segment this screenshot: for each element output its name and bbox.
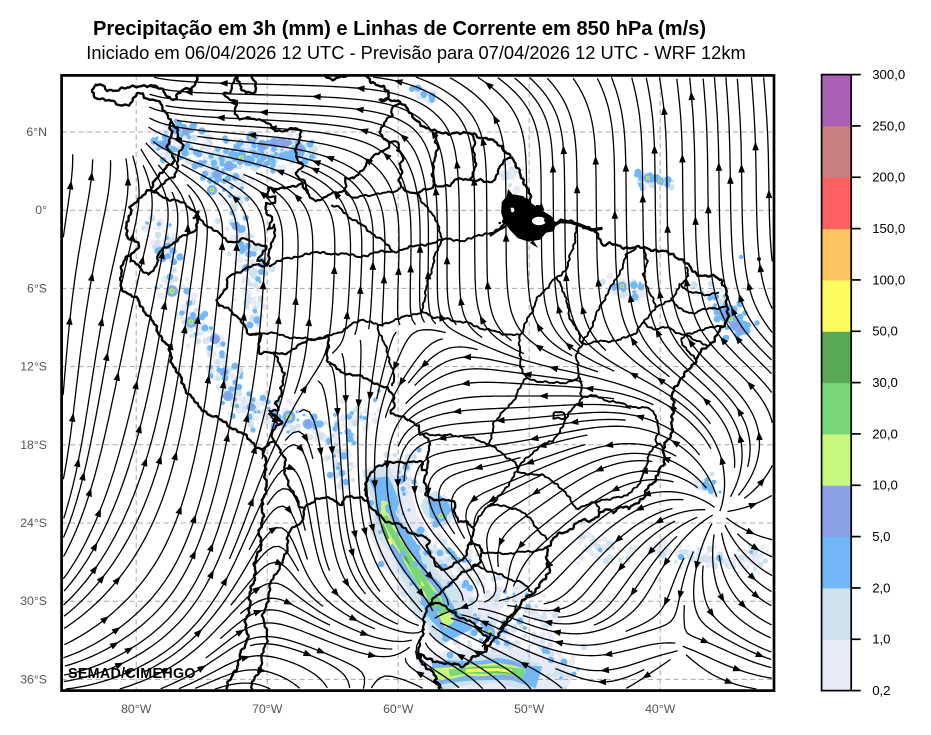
svg-text:30,0: 30,0 [872, 375, 898, 390]
svg-text:100,0: 100,0 [872, 272, 905, 287]
svg-text:50,0: 50,0 [872, 324, 898, 339]
svg-text:60°W: 60°W [383, 702, 414, 716]
svg-text:6°N: 6°N [26, 125, 47, 139]
svg-text:36°S: 36°S [20, 672, 47, 686]
svg-text:150,0: 150,0 [872, 221, 905, 236]
svg-text:1,0: 1,0 [872, 632, 890, 647]
svg-text:SEMAD/CIMEHGO: SEMAD/CIMEHGO [68, 666, 196, 682]
svg-text:24°S: 24°S [20, 516, 47, 530]
svg-text:12°S: 12°S [20, 360, 47, 374]
svg-text:50°W: 50°W [514, 702, 545, 716]
svg-text:Precipitação em 3h (mm) e Linh: Precipitação em 3h (mm) e Linhas de Corr… [93, 18, 706, 40]
svg-text:200,0: 200,0 [872, 170, 905, 185]
svg-text:18°S: 18°S [20, 438, 47, 452]
svg-text:80°W: 80°W [121, 702, 152, 716]
svg-text:300,0: 300,0 [872, 67, 905, 82]
svg-text:70°W: 70°W [252, 702, 283, 716]
svg-text:250,0: 250,0 [872, 118, 905, 133]
svg-text:5,0: 5,0 [872, 529, 890, 544]
svg-text:20,0: 20,0 [872, 426, 898, 441]
svg-text:Iniciado em 06/04/2026 12 UTC: Iniciado em 06/04/2026 12 UTC - Previsão… [86, 42, 745, 63]
svg-text:2,0: 2,0 [872, 580, 890, 595]
svg-text:6°S: 6°S [27, 281, 47, 295]
svg-text:40°W: 40°W [645, 702, 676, 716]
svg-text:0°: 0° [35, 203, 47, 217]
svg-text:0,2: 0,2 [872, 683, 890, 698]
svg-text:10,0: 10,0 [872, 478, 898, 493]
svg-text:30°S: 30°S [20, 594, 47, 608]
